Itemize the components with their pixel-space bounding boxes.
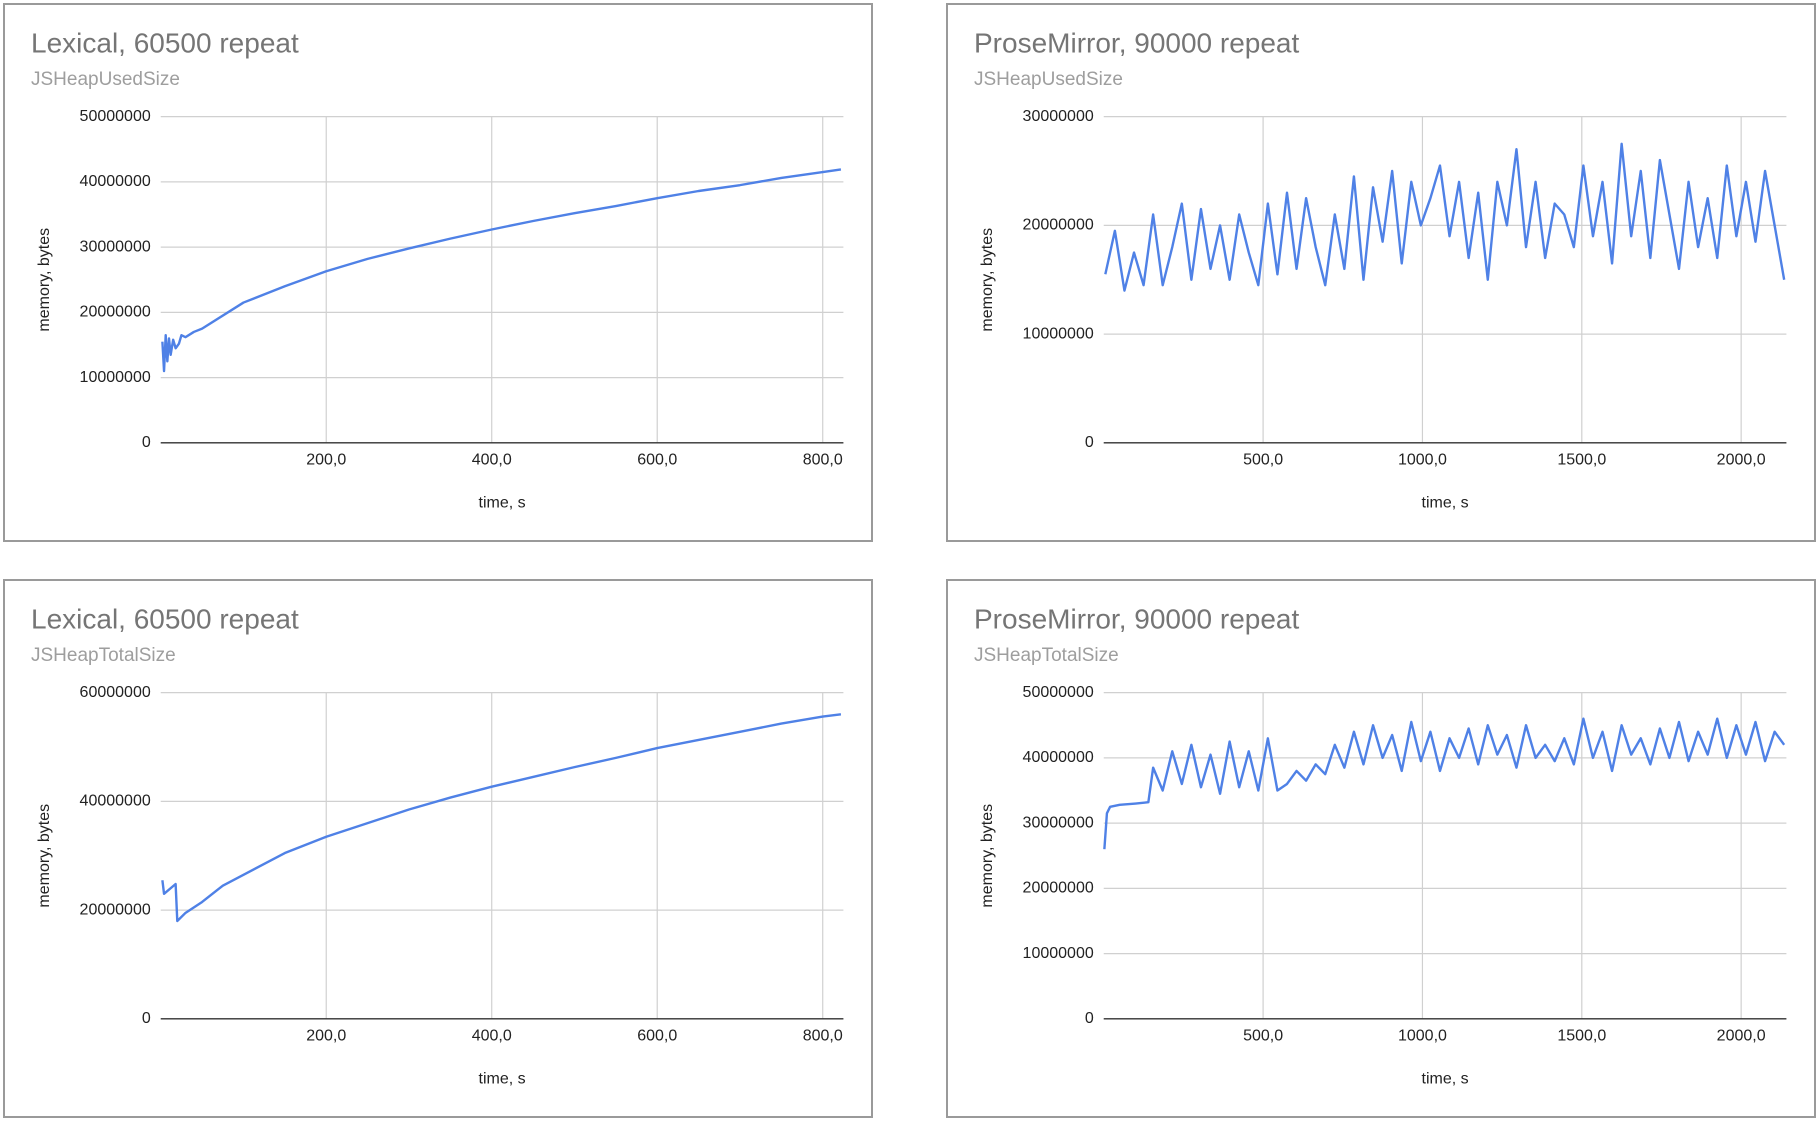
chart-title: Lexical, 60500 repeat: [31, 27, 299, 58]
y-tick-label: 10000000: [1023, 325, 1094, 342]
y-axis-label: memory, bytes: [979, 228, 996, 332]
panel-border: [946, 3, 1816, 542]
x-tick-label: 2000,0: [1717, 1027, 1766, 1044]
y-tick-label: 40000000: [1023, 749, 1094, 766]
panel-border: [3, 579, 873, 1118]
x-tick-label: 2000,0: [1717, 451, 1766, 468]
x-tick-label: 400,0: [472, 451, 512, 468]
chart-panel: ProseMirror, 90000 repeat JSHeapUsedSize 0…: [946, 3, 1816, 542]
panel-border: [3, 3, 873, 542]
x-tick-label: 800,0: [803, 451, 843, 468]
y-tick-label: 0: [142, 434, 151, 451]
x-tick-label: 500,0: [1243, 1027, 1283, 1044]
data-line: [1104, 142, 1786, 292]
chart-panel: Lexical, 60500 repeat JSHeapTotalSize 0 200…: [3, 579, 873, 1118]
y-tick-label: 50000000: [80, 108, 151, 125]
y-tick-label: 10000000: [80, 369, 151, 386]
chart-subtitle: JSHeapTotalSize: [974, 645, 1119, 666]
chart-title: ProseMirror, 90000 repeat: [974, 603, 1300, 634]
x-tick-label: 1000,0: [1398, 451, 1447, 468]
x-axis-label: time, s: [1422, 494, 1469, 511]
y-axis-label: memory, bytes: [36, 228, 53, 332]
chart-title: Lexical, 60500 repeat: [31, 603, 299, 634]
data-line: [161, 713, 842, 923]
y-tick-label: 0: [1085, 1010, 1094, 1027]
y-tick-label: 10000000: [1023, 945, 1094, 962]
y-tick-label: 30000000: [1023, 108, 1094, 125]
chart-panel: Lexical, 60500 repeat JSHeapUsedSize 0 1000…: [3, 3, 873, 542]
x-tick-label: 200,0: [306, 451, 346, 468]
y-tick-label: 0: [1085, 434, 1094, 451]
x-tick-label: 500,0: [1243, 451, 1283, 468]
y-axis-label: memory, bytes: [979, 804, 996, 908]
y-tick-label: 30000000: [80, 238, 151, 255]
chart-panel: ProseMirror, 90000 repeat JSHeapTotalSize…: [946, 579, 1816, 1118]
x-tick-label: 400,0: [472, 1027, 512, 1044]
x-axis-label: time, s: [479, 1070, 526, 1087]
y-axis-label: memory, bytes: [36, 804, 53, 908]
y-tick-label: 30000000: [1023, 814, 1094, 831]
y-tick-label: 20000000: [1023, 880, 1094, 897]
y-tick-label: 20000000: [1023, 217, 1094, 234]
x-tick-label: 600,0: [637, 1027, 677, 1044]
x-tick-label: 600,0: [637, 451, 677, 468]
y-tick-label: 40000000: [80, 793, 151, 810]
chart-title: ProseMirror, 90000 repeat: [974, 27, 1300, 58]
chart-subtitle: JSHeapUsedSize: [974, 69, 1123, 90]
y-tick-label: 0: [142, 1010, 151, 1027]
x-tick-label: 800,0: [803, 1027, 843, 1044]
x-axis-label: time, s: [1422, 1070, 1469, 1087]
y-tick-label: 40000000: [80, 173, 151, 190]
y-tick-label: 50000000: [1023, 684, 1094, 701]
data-line: [1103, 717, 1786, 850]
panel-border: [946, 579, 1816, 1118]
y-tick-label: 20000000: [80, 304, 151, 321]
chart-subtitle: JSHeapUsedSize: [31, 69, 180, 90]
y-tick-label: 60000000: [80, 684, 151, 701]
y-tick-label: 20000000: [80, 901, 151, 918]
data-line: [161, 168, 842, 373]
chart-subtitle: JSHeapTotalSize: [31, 645, 176, 666]
x-tick-label: 200,0: [306, 1027, 346, 1044]
x-tick-label: 1000,0: [1398, 1027, 1447, 1044]
x-tick-label: 1500,0: [1557, 451, 1606, 468]
x-tick-label: 1500,0: [1557, 1027, 1606, 1044]
x-axis-label: time, s: [479, 494, 526, 511]
